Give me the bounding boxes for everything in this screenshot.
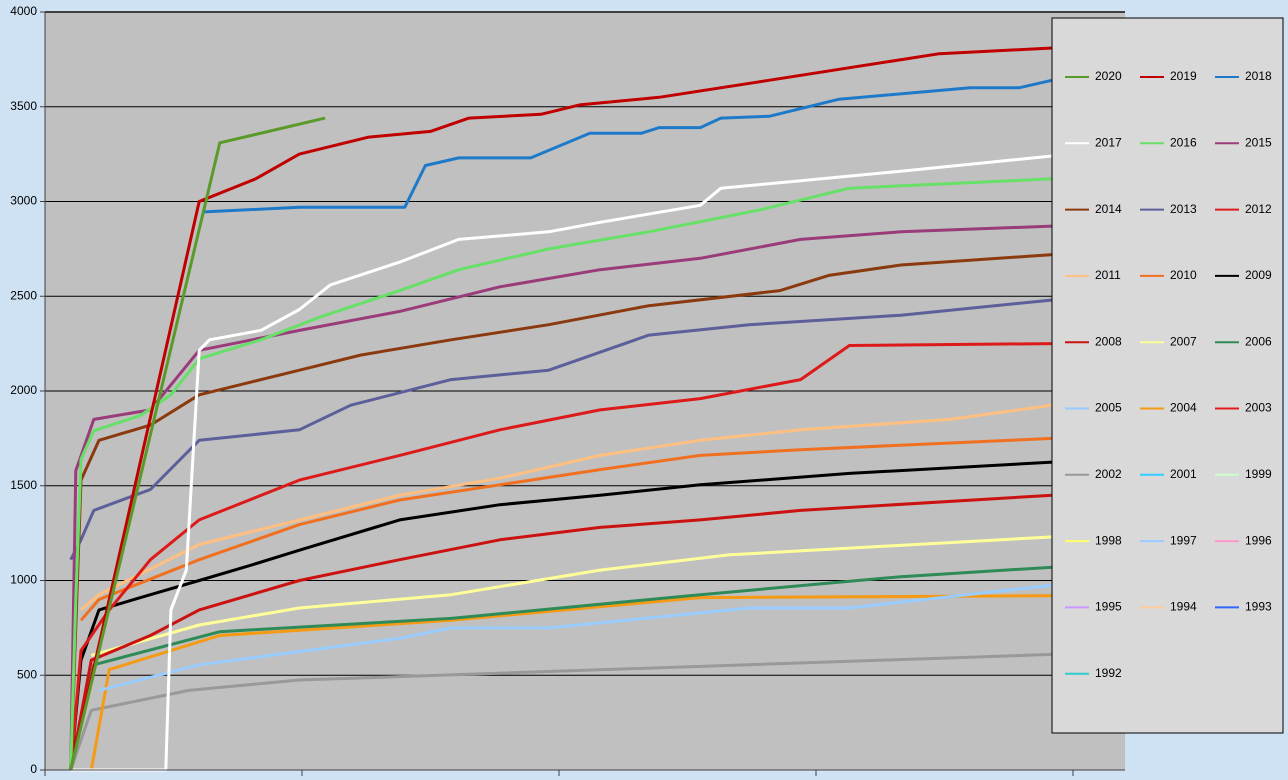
series-line — [69, 116, 326, 771]
series-line — [69, 298, 1053, 561]
y-tick-label: 2000 — [10, 383, 37, 397]
series-line — [69, 652, 1053, 771]
series-line — [80, 403, 1053, 612]
legend-label: 2017 — [1095, 135, 1122, 149]
y-tick-label: 1000 — [10, 573, 37, 587]
y-tick-label: 3500 — [10, 99, 37, 113]
series-line — [69, 177, 1053, 771]
legend-label: 1993 — [1245, 600, 1272, 614]
legend-label: 2003 — [1245, 401, 1272, 415]
legend-label: 2002 — [1095, 467, 1122, 481]
legend-label: 2020 — [1095, 69, 1122, 83]
legend-label: 2010 — [1170, 268, 1197, 282]
y-tick-label: 1500 — [10, 478, 37, 492]
series-line — [70, 154, 1053, 772]
legend-label: 1995 — [1095, 600, 1122, 614]
legend-label: 1996 — [1245, 533, 1272, 547]
series-line — [69, 253, 1053, 771]
y-tick-label: 500 — [17, 667, 37, 681]
y-tick-label: 3000 — [10, 194, 37, 208]
y-tick-label: 2500 — [10, 288, 37, 302]
legend-label: 2013 — [1170, 202, 1197, 216]
series-line — [90, 535, 1053, 657]
legend-label: 2012 — [1245, 202, 1272, 216]
legend-label: 2009 — [1245, 268, 1272, 282]
legend-label: 2011 — [1095, 268, 1121, 282]
legend — [1051, 17, 1284, 734]
series-line — [69, 460, 1053, 771]
legend-label: 1994 — [1170, 600, 1197, 614]
legend-label: 2007 — [1170, 334, 1197, 348]
legend-label: 2006 — [1245, 334, 1272, 348]
legend-label: 2018 — [1245, 69, 1272, 83]
series-line — [204, 78, 1053, 214]
series-line — [69, 493, 1053, 771]
legend-label: 2019 — [1170, 69, 1197, 83]
series-line — [79, 436, 1053, 622]
legend-label: 2015 — [1245, 135, 1272, 149]
series-line — [89, 594, 1053, 771]
legend-label: 1998 — [1095, 533, 1122, 547]
legend-label: 1999 — [1245, 467, 1272, 481]
legend-label: 2014 — [1095, 202, 1122, 216]
series-line — [69, 224, 1053, 771]
legend-label: 2016 — [1170, 135, 1197, 149]
y-tick-label: 0 — [30, 762, 37, 776]
y-tick-label: 4000 — [10, 4, 37, 18]
legend-label: 2004 — [1170, 401, 1197, 415]
legend-label: 1997 — [1170, 533, 1197, 547]
series-line — [69, 46, 1053, 771]
series-line — [98, 583, 1053, 692]
legend-label: 2008 — [1095, 334, 1122, 348]
legend-label: 2005 — [1095, 401, 1122, 415]
legend-label: 2001 — [1170, 467, 1197, 481]
legend-label: 1992 — [1095, 666, 1122, 680]
